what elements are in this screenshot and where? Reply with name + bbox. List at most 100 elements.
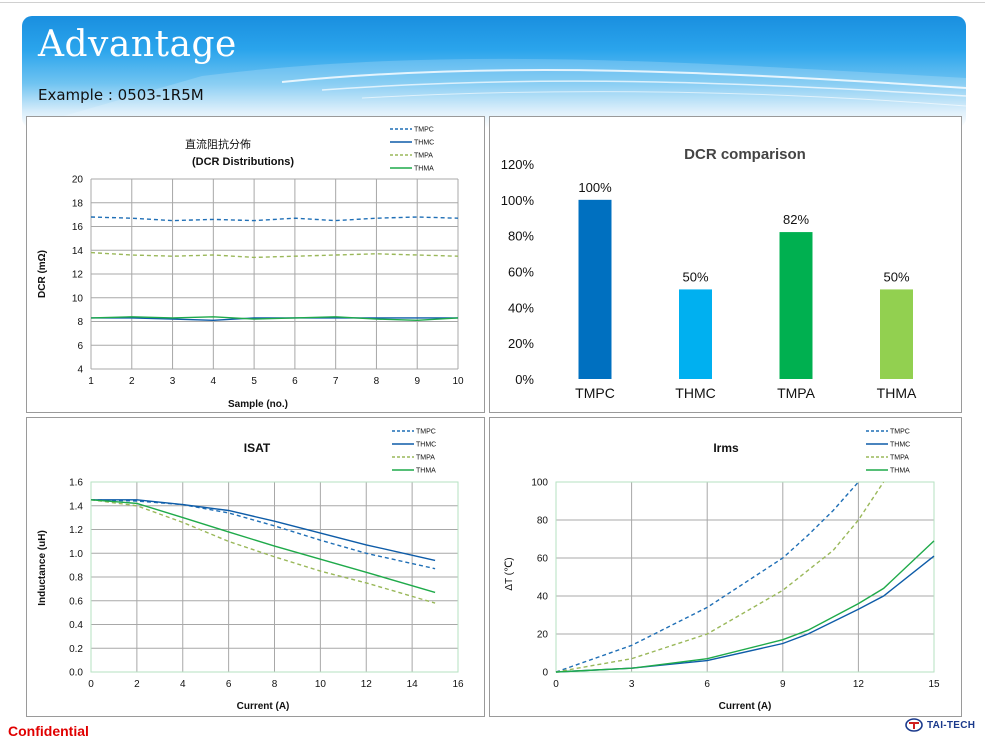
series-line-tmpa [555,481,885,673]
slide-subtitle: Example : 0503-1R5M [38,86,204,104]
x-tick-label: 10 [452,376,464,387]
y-tick-label: 0.4 [69,620,83,631]
x-category-label: TMPC [575,385,615,401]
x-tick-label: 12 [853,679,865,690]
dcr-comparison-panel: DCR comparison 0% 20% 40% 60% 80% 100% 120% 100… [489,116,962,413]
y-tick-label: 1.4 [69,501,83,512]
top-rule [0,2,985,3]
legend-label: TMPC [416,429,436,436]
series-line-tmpa [90,251,459,259]
y-tick-label: 60% [508,265,534,280]
slide-title: Advantage [38,24,237,65]
x-tick-label: 6 [704,679,710,690]
legend-label: TMPA [414,153,433,160]
x-tick-label: 2 [129,376,135,387]
y-tick-label: 60 [537,554,549,565]
legend-label: THMA [890,468,910,475]
series-line-thmc [555,555,935,673]
chart-title: 直流阻抗分佈 [185,137,251,151]
x-tick-label: 0 [553,679,559,690]
isat-chart: ISAT Current (A) Inductance (uH) 0.0 0.2 0… [37,429,464,713]
y-axis-label: DCR (mΩ) [37,250,48,298]
y-tick-label: 4 [77,365,83,376]
x-axis-label: Current (A) [719,701,772,712]
series-line-tmpc [90,216,459,222]
y-tick-label: 10 [72,293,84,304]
company-logo: TAI-TECH [905,718,975,732]
legend-label: THMC [416,442,436,449]
y-axis-label: Inductance (uH) [37,530,48,606]
series-line-tmpc [90,499,436,570]
logo-text: TAI-TECH [927,719,976,731]
series-line-tmpc [555,481,859,673]
y-tick-label: 1.6 [69,478,83,489]
plot-frame [90,481,459,673]
banner-swoosh [22,58,966,128]
legend-label: THMC [890,442,910,449]
y-tick-label: 0 [542,668,548,679]
legend-label: THMA [414,166,434,173]
y-tick-label: 12 [72,270,84,281]
x-tick-label: 15 [928,679,940,690]
series-line-thma [90,316,459,322]
bar-tmpc [578,199,612,379]
y-tick-label: 80% [508,229,534,244]
tai-tech-logo-icon [905,718,923,732]
x-tick-label: 9 [414,376,420,387]
bar-thma [880,289,913,379]
y-tick-label: 20% [508,336,534,351]
x-tick-label: 1 [88,376,94,387]
y-tick-label: 14 [72,246,84,257]
x-tick-label: 6 [226,679,232,690]
y-tick-label: 100 [531,478,548,489]
y-tick-label: 0.0 [69,668,83,679]
x-category-label: THMA [877,385,917,401]
x-tick-label: 9 [780,679,786,690]
x-tick-label: 16 [452,679,464,690]
chart-title: ISAT [244,441,271,455]
bar-thmc [679,289,712,379]
irms-panel: Irms Current (A) ΔT (℃) 0 20 40 60 80 100 0 3 6 9… [489,417,962,717]
y-tick-label: 120% [501,157,535,172]
dcr-distribution-panel: 直流阻抗分佈 (DCR Distributions) Sample (no.) … [26,116,485,413]
legend-label: TMPC [414,127,434,134]
plot-frame [555,481,935,673]
y-tick-label: 100% [501,193,535,208]
x-tick-label: 4 [211,376,217,387]
series-line-thmc [91,499,436,562]
irms-chart: Irms Current (A) ΔT (℃) 0 20 40 60 80 100 0 3 6 9… [504,429,940,713]
x-tick-label: 5 [251,376,257,387]
y-tick-label: 6 [77,341,83,352]
chart-title: Irms [713,441,739,455]
x-tick-label: 7 [333,376,339,387]
y-tick-label: 20 [537,630,549,641]
y-tick-label: 0.8 [69,573,83,584]
x-tick-label: 10 [315,679,327,690]
y-axis-label: ΔT (℃) [504,557,515,590]
x-tick-label: 8 [272,679,278,690]
y-tick-label: 0.2 [69,644,83,655]
bar-tmpa [779,232,813,379]
y-tick-label: 0.6 [69,596,83,607]
dcr-comparison-chart: DCR comparison 0% 20% 40% 60% 80% 100% 120% 100… [501,146,917,401]
x-tick-label: 12 [361,679,373,690]
y-tick-label: 40% [508,300,534,315]
legend-label: THMA [416,468,436,475]
y-tick-label: 1.0 [69,549,83,560]
y-tick-label: 80 [537,516,549,527]
dcr-distribution-chart: 直流阻抗分佈 (DCR Distributions) Sample (no.) … [37,127,464,411]
chart-subtitle: (DCR Distributions) [192,156,294,168]
y-tick-label: 20 [72,175,84,186]
x-tick-label: 8 [374,376,380,387]
legend-label: TMPA [416,455,435,462]
title-banner [22,16,966,128]
x-tick-label: 6 [292,376,298,387]
x-tick-label: 4 [180,679,186,690]
series-line-thma [90,499,436,594]
legend-label: TMPC [890,429,910,436]
bar-value-label: 82% [783,212,809,227]
x-category-label: TMPA [777,385,816,401]
series-line-thma [555,540,935,673]
x-category-label: THMC [675,385,715,401]
